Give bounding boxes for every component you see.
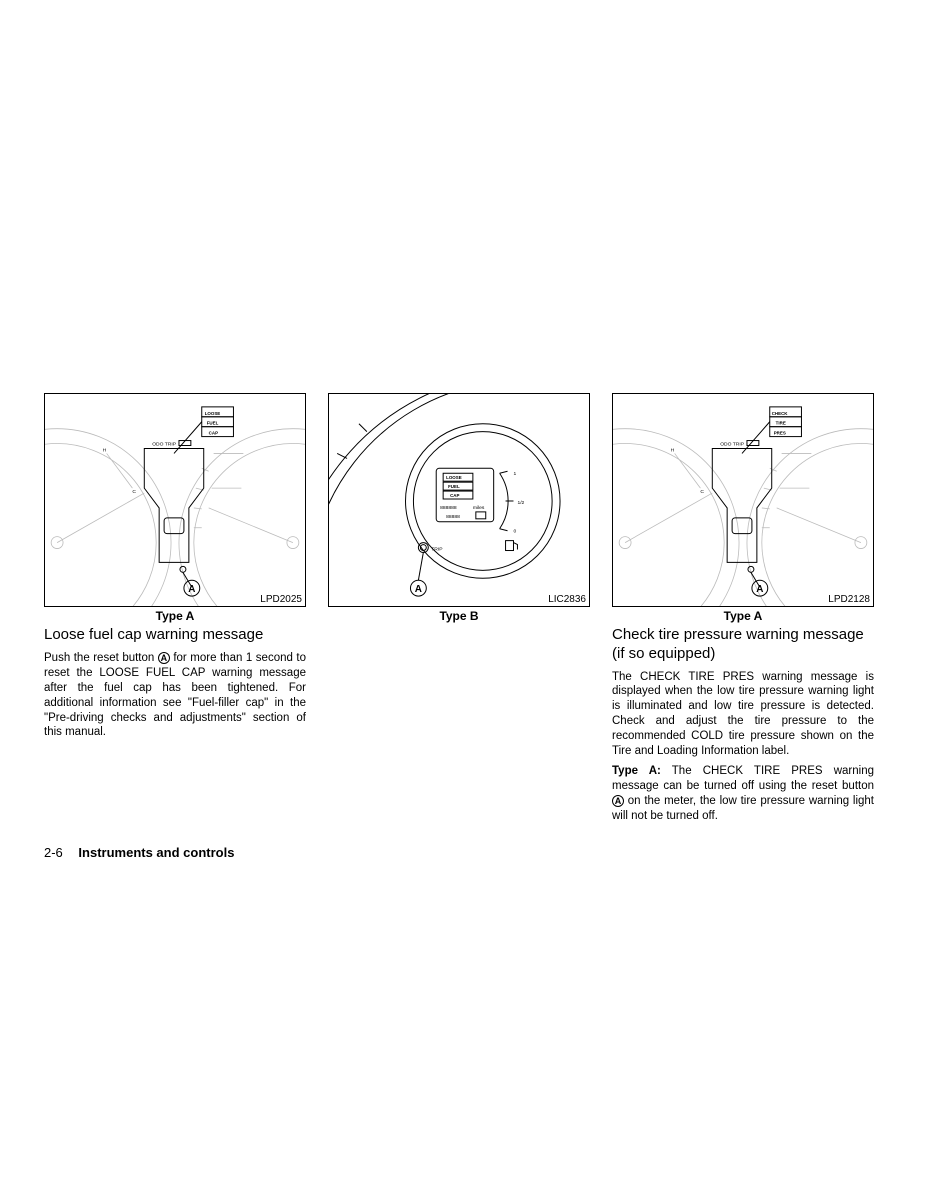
display-line-2: FUEL	[207, 421, 219, 426]
page-content: ODO TRIP H C LOOSE FUEL CAP	[44, 393, 874, 829]
display-line-1: LOOSE	[446, 475, 462, 480]
trip-label: TRIP	[431, 547, 443, 553]
fuel-half: 1/2	[517, 500, 524, 506]
svg-text:H: H	[671, 447, 675, 453]
page-number: 2-6	[44, 845, 63, 860]
page-footer: 2-6 Instruments and controls	[44, 845, 234, 860]
figure-reference: LPD2025	[260, 594, 302, 605]
callout-letter: A	[188, 584, 195, 595]
figure-type-a-tire-pres: ODO TRIP H C CHECK TIRE PRES	[612, 393, 874, 607]
section-heading-tire-pres: Check tire pressure warning message (if …	[612, 626, 874, 664]
body-text-tire-pres: The CHECK TIRE PRES warning message is d…	[612, 670, 874, 824]
inline-callout-a: A	[158, 652, 170, 664]
svg-text:C: C	[700, 489, 704, 495]
figure-caption: Type B	[328, 609, 590, 623]
svg-text:C: C	[132, 489, 136, 495]
figure-reference: LIC2836	[548, 594, 586, 605]
display-line-3: CAP	[450, 493, 459, 498]
figure-type-b: LOOSE FUEL CAP 888888 miles 88888 1 1/2 …	[328, 393, 590, 607]
body-text-loose-fuel: Push the reset button A for more than 1 …	[44, 651, 306, 741]
odometer: 888888	[440, 505, 457, 511]
figure-caption: Type A	[44, 609, 306, 623]
section-heading-loose-fuel: Loose fuel cap warning message	[44, 626, 306, 645]
fuel-empty: 0	[513, 529, 516, 535]
display-line-3: PRES	[774, 431, 786, 436]
column-middle: LOOSE FUEL CAP 888888 miles 88888 1 1/2 …	[328, 393, 590, 829]
callout-letter: A	[756, 584, 763, 595]
trip-odometer: 88888	[446, 514, 460, 520]
para-1: The CHECK TIRE PRES warning message is d…	[612, 670, 874, 760]
figure-caption: Type A	[612, 609, 874, 623]
display-line-2: TIRE	[776, 421, 786, 426]
display-line-1: CHECK	[772, 411, 789, 416]
para2-post: on the meter, the low tire pressure warn…	[612, 795, 874, 822]
column-left: ODO TRIP H C LOOSE FUEL CAP	[44, 393, 306, 829]
callout-letter: A	[415, 584, 422, 595]
body-pre: Push the reset button	[44, 652, 158, 664]
fuel-full: 1	[513, 471, 516, 477]
column-right: ODO TRIP H C CHECK TIRE PRES	[612, 393, 874, 829]
svg-text:ODO TRIP: ODO TRIP	[720, 442, 744, 448]
svg-text:H: H	[103, 447, 107, 453]
body-post: for more than 1 second to reset the LOOS…	[44, 652, 306, 739]
svg-text:ODO TRIP: ODO TRIP	[152, 442, 176, 448]
type-a-bold: Type A:	[612, 765, 661, 777]
display-line-2: FUEL	[448, 484, 460, 489]
section-name: Instruments and controls	[78, 845, 234, 860]
inline-callout-a: A	[612, 795, 624, 807]
display-line-1: LOOSE	[205, 411, 221, 416]
three-column-layout: ODO TRIP H C LOOSE FUEL CAP	[44, 393, 874, 829]
display-line-3: CAP	[209, 431, 218, 436]
odo-unit: miles	[473, 505, 485, 511]
figure-reference: LPD2128	[828, 594, 870, 605]
figure-type-a-loose-fuel: ODO TRIP H C LOOSE FUEL CAP	[44, 393, 306, 607]
